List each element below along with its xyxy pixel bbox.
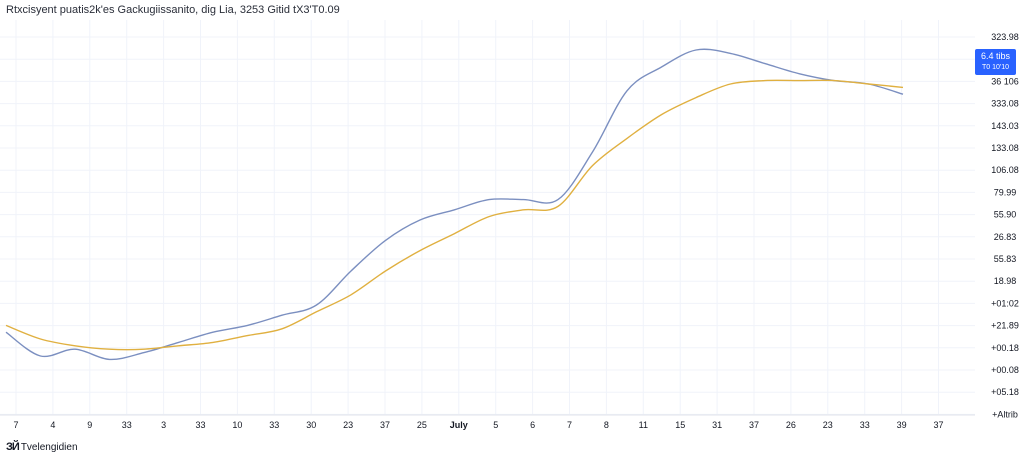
series-lines xyxy=(5,48,904,361)
watermark-text: Tvelengidien xyxy=(20,441,78,453)
tradingview-logo-icon: ЗЙ xyxy=(6,441,20,453)
price-badge-sub: T0 10'10 xyxy=(981,64,1010,71)
y-tick-label: 55.90 xyxy=(994,210,1017,220)
x-tick-label: 7 xyxy=(13,420,18,430)
y-tick-label: +01:02 xyxy=(991,298,1019,308)
current-price-badge: 6.4 tibs T0 10'10 xyxy=(975,49,1016,75)
y-tick-label: 133.08 xyxy=(991,143,1019,153)
y-tick-label: 36 106 xyxy=(991,76,1019,86)
x-tick-label: 31 xyxy=(712,420,722,430)
x-tick-label: 23 xyxy=(823,420,833,430)
x-tick-label: 4 xyxy=(50,420,55,430)
x-tick-label: 33 xyxy=(195,420,205,430)
x-tick-label: 37 xyxy=(933,420,943,430)
x-tick-label: 33 xyxy=(122,420,132,430)
series-line-2 xyxy=(5,79,904,351)
x-tick-label: 30 xyxy=(306,420,316,430)
x-tick-label: 25 xyxy=(417,420,427,430)
y-tick-label: +21.89 xyxy=(991,321,1019,331)
x-tick-label: 8 xyxy=(604,420,609,430)
y-tick-label: 18.98 xyxy=(994,276,1017,286)
x-tick-label: 11 xyxy=(639,420,648,430)
x-tick-label: 7 xyxy=(567,420,572,430)
x-tick-label: 15 xyxy=(675,420,685,430)
y-tick-label: 79.99 xyxy=(994,187,1017,197)
x-tick-label: 9 xyxy=(87,420,92,430)
x-tick-label: 26 xyxy=(786,420,796,430)
x-tick-label: 37 xyxy=(749,420,759,430)
y-tick-label: 106.08 xyxy=(991,165,1019,175)
price-badge-value: 6.4 tibs xyxy=(980,51,1011,61)
x-tick-label: 23 xyxy=(343,420,353,430)
x-tick-label: 6 xyxy=(530,420,535,430)
x-axis-ticks: 7 4 9 33 3 33 10 33 30 23 37 25 July 5 6 7 8 11 15 31 37 26 23… xyxy=(13,420,943,430)
y-tick-label: +00.08 xyxy=(991,365,1019,375)
y-axis-ticks: 323.98 36 106 333.08 143.03 133.08 106.08 79.9… xyxy=(991,32,1019,419)
y-tick-label: 323.98 xyxy=(991,32,1019,42)
y-tick-label: +00.18 xyxy=(991,343,1019,353)
y-tick-label: +Altrib xyxy=(992,409,1018,419)
x-tick-label: 3 xyxy=(161,420,166,430)
x-tick-label: 5 xyxy=(493,420,498,430)
series-line-1 xyxy=(5,48,904,361)
y-tick-label: 143.03 xyxy=(991,121,1019,131)
y-tick-label: 55.83 xyxy=(994,254,1017,264)
chart-legend: Rtxcisyent puatis2k'es Gackugiissanito, … xyxy=(6,4,340,16)
watermark: ЗЙ Tvelengidien xyxy=(6,441,78,453)
grid-lines xyxy=(0,20,975,415)
x-tick-label: July xyxy=(450,420,468,430)
x-tick-label: 39 xyxy=(897,420,907,430)
x-tick-label: 33 xyxy=(269,420,279,430)
x-tick-label: 37 xyxy=(380,420,390,430)
x-tick-label: 10 xyxy=(232,420,242,430)
y-tick-label: +05.18 xyxy=(991,387,1019,397)
x-tick-label: 33 xyxy=(860,420,870,430)
y-tick-label: 26.83 xyxy=(994,232,1017,242)
y-tick-label: 333.08 xyxy=(991,99,1019,109)
